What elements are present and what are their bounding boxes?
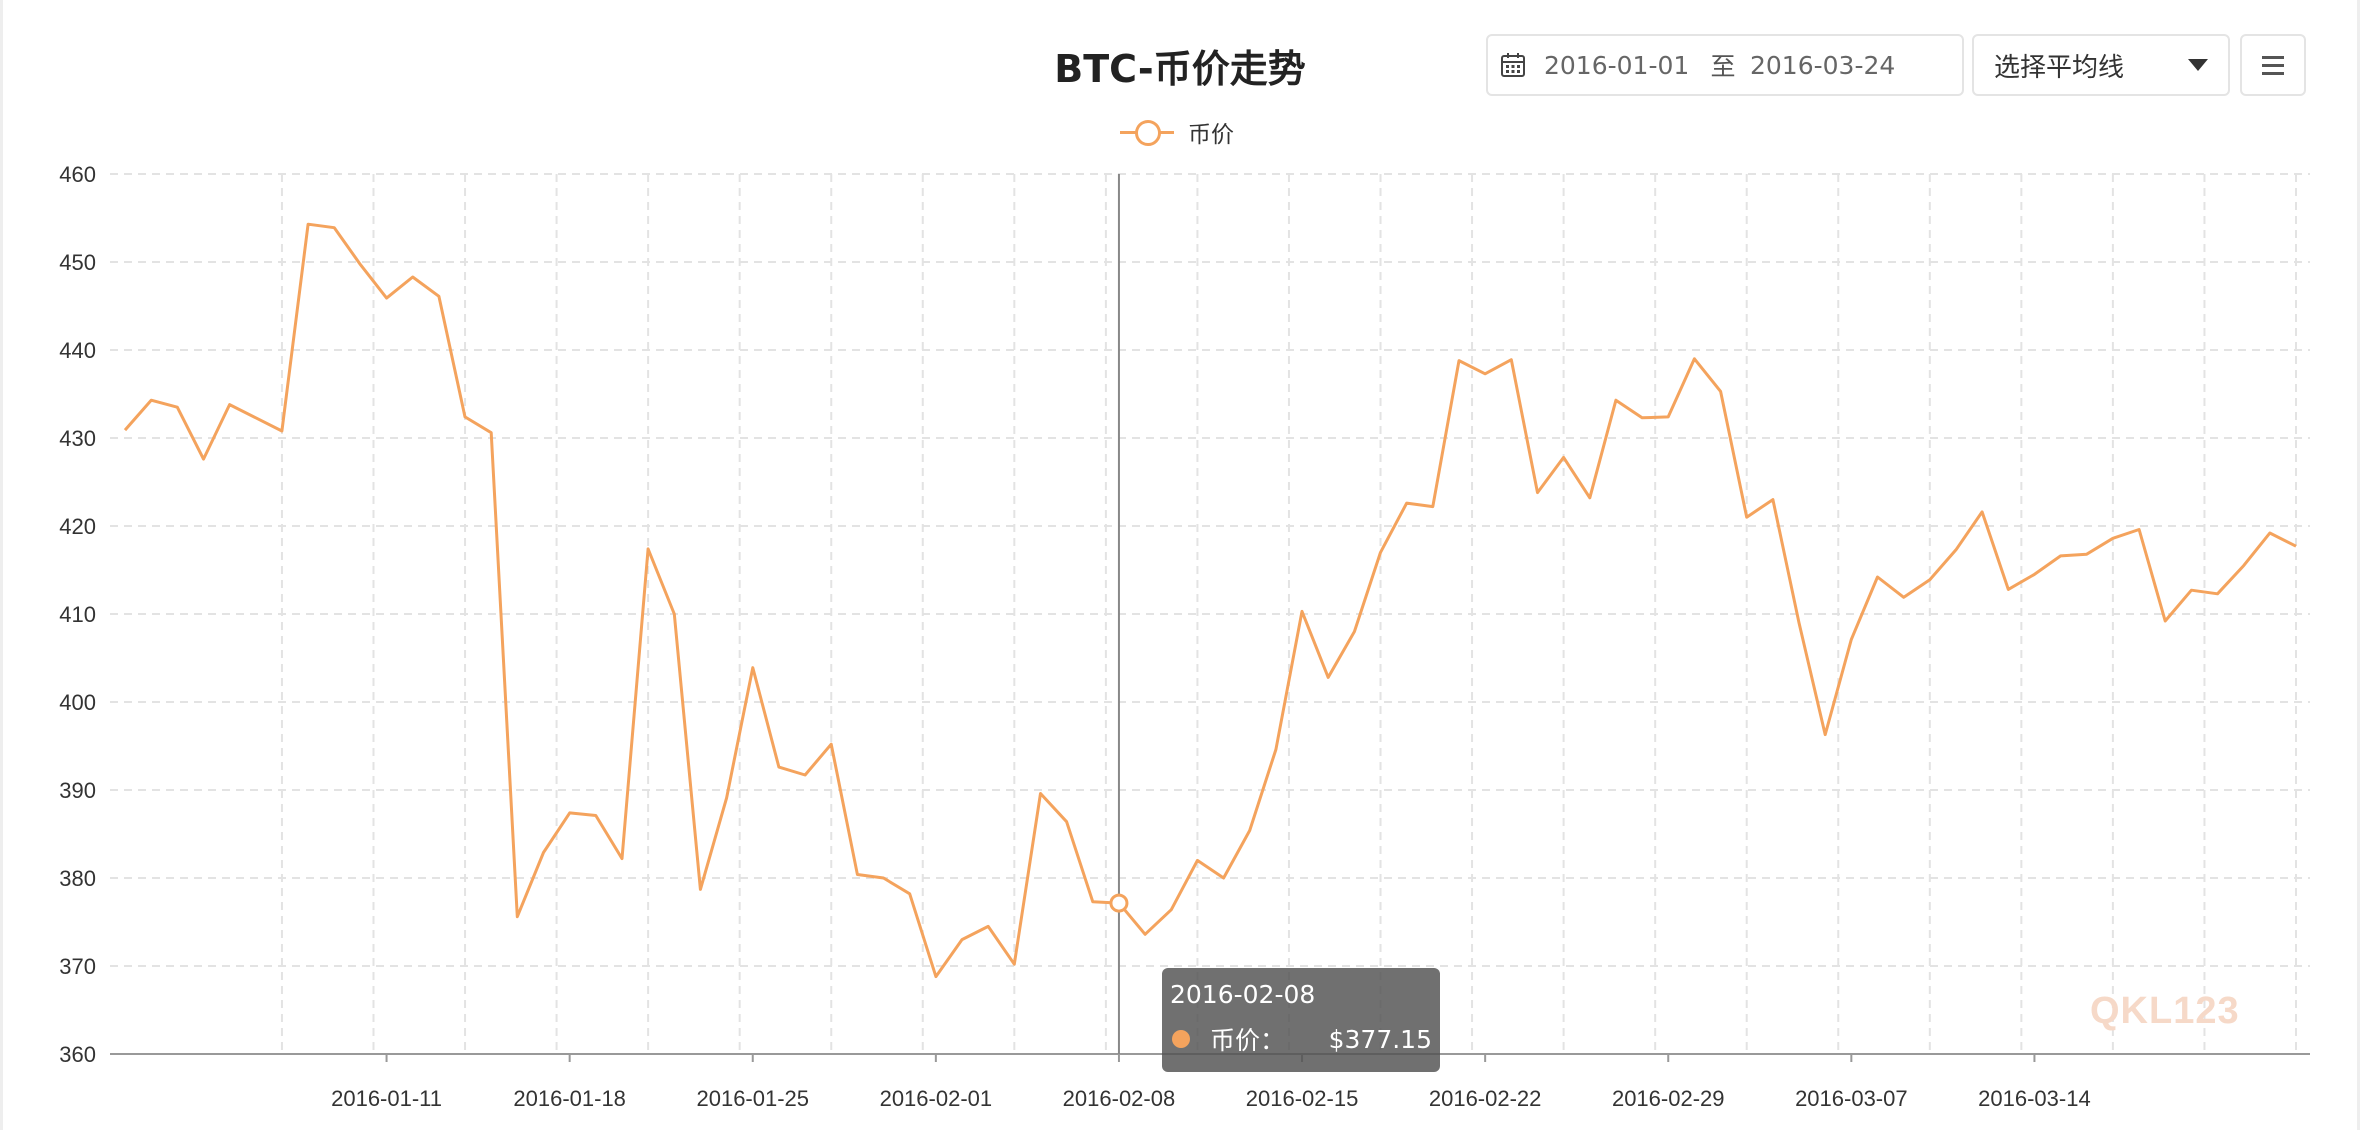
calendar-icon [1501, 53, 1525, 77]
y-tick-label: 440 [59, 338, 96, 363]
legend-marker-icon [1120, 119, 1174, 146]
tooltip: 2016-02-08 币价： $377.15 [1162, 968, 1440, 1072]
date-range-picker[interactable]: 2016-01-01 至 2016-03-24 [1486, 34, 1964, 96]
x-tick-label: 2016-03-07 [1795, 1086, 1908, 1111]
series-line-price [123, 222, 2297, 979]
tooltip-series-dot [1172, 1030, 1190, 1048]
y-tick-label: 450 [59, 250, 96, 275]
hamburger-icon-bar [2262, 55, 2284, 59]
chart-title: BTC-币价走势 [1054, 47, 1306, 91]
x-tick-label: 2016-01-11 [331, 1086, 442, 1111]
y-tick-label: 430 [59, 426, 96, 451]
y-tick-label: 410 [59, 602, 96, 627]
x-tick-label: 2016-02-15 [1246, 1086, 1359, 1111]
y-tick-label: 370 [59, 954, 96, 979]
hamburger-icon-bar [2262, 71, 2284, 75]
start-date-input[interactable]: 2016-01-01 [1544, 50, 1690, 80]
y-tick-label: 360 [59, 1042, 96, 1067]
y-tick-label: 390 [59, 778, 96, 803]
average-line-select[interactable]: 选择平均线 [1972, 34, 2230, 96]
caret-down-icon [2188, 59, 2208, 71]
tooltip-date: 2016-02-08 [1170, 980, 1316, 1009]
tooltip-value: $377.15 [1328, 1024, 1432, 1054]
hover-point[interactable] [1109, 893, 1129, 913]
date-range-separator: 至 [1710, 52, 1736, 81]
x-tick-label: 2016-01-25 [696, 1086, 809, 1111]
watermark-logo: QKL123 [2090, 990, 2240, 1032]
menu-button[interactable] [2240, 34, 2306, 96]
x-tick-label: 2016-03-14 [1978, 1086, 2091, 1111]
x-tick-label: 2016-01-18 [513, 1086, 626, 1111]
y-tick-label: 400 [59, 690, 96, 715]
x-tick-label: 2016-02-01 [880, 1086, 993, 1111]
y-tick-label: 460 [59, 162, 96, 187]
x-tick-label: 2016-02-08 [1063, 1086, 1176, 1111]
y-tick-label: 420 [59, 514, 96, 539]
end-date-input[interactable]: 2016-03-24 [1750, 50, 1896, 80]
average-line-select-label: 选择平均线 [1994, 52, 2125, 83]
hamburger-icon-bar [2262, 63, 2284, 67]
y-tick-label: 380 [59, 866, 96, 891]
legend[interactable]: 币价 [1120, 112, 1234, 152]
legend-label: 币价 [1188, 122, 1234, 148]
x-tick-label: 2016-02-22 [1429, 1086, 1542, 1111]
tooltip-series-label: 币价： [1210, 1026, 1286, 1055]
x-tick-label: 2016-02-29 [1612, 1086, 1725, 1111]
